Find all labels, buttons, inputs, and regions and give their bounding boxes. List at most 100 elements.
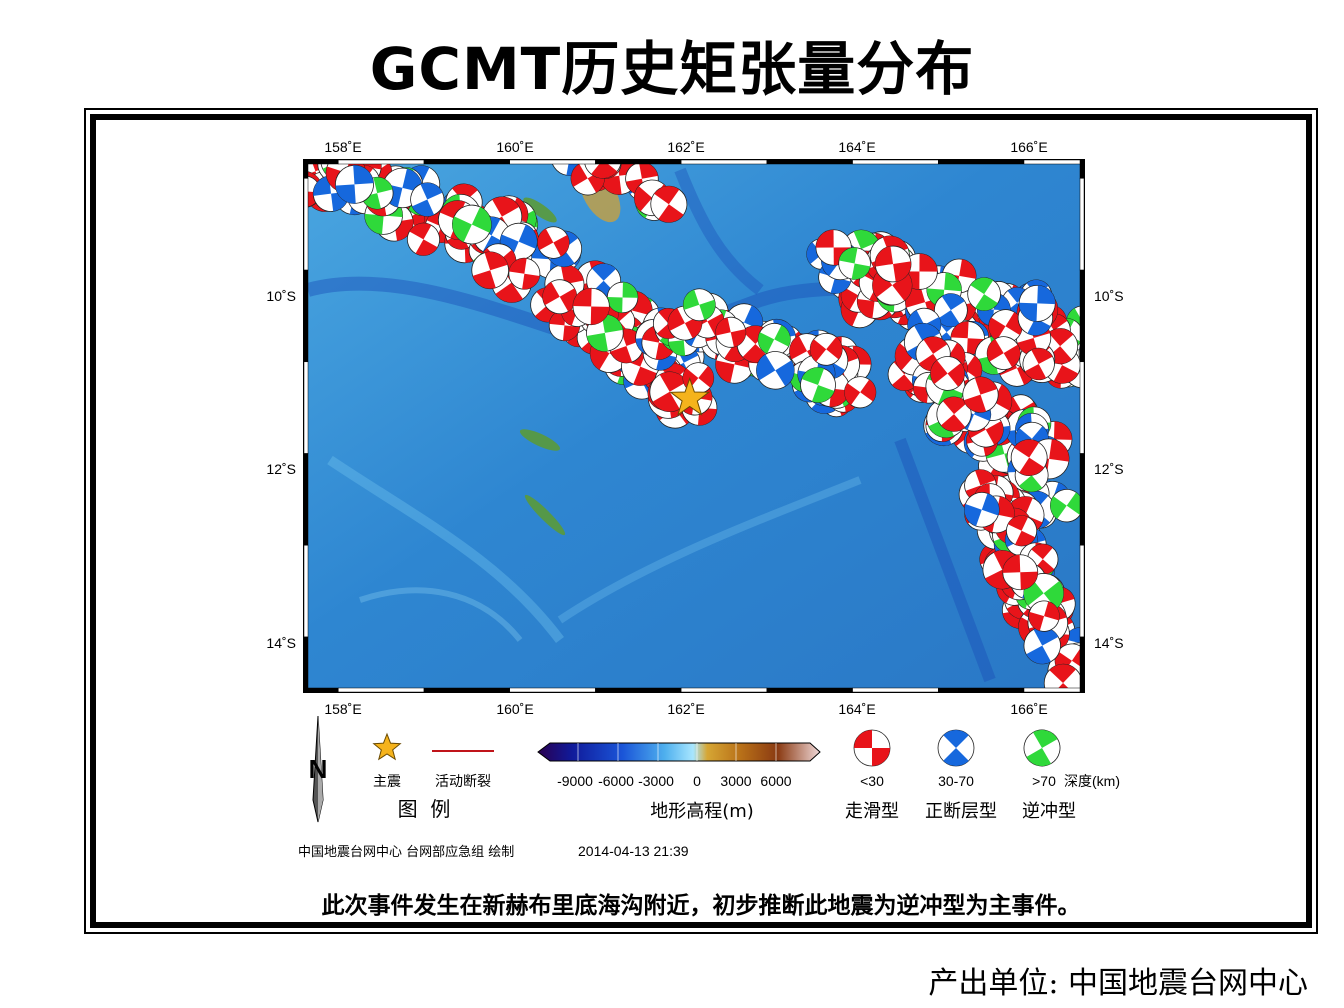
lat-tick-label: 10˚S (266, 288, 296, 304)
beachball-icon (1022, 347, 1055, 381)
colorbar-tick: 6000 (760, 773, 791, 789)
beachball-icon (406, 222, 441, 256)
lon-ticks-top: 158˚E 160˚E 162˚E 164˚E 166˚E (324, 139, 1047, 155)
beachball-icon (1002, 554, 1039, 591)
map-scale-border (303, 159, 1085, 693)
lat-tick-label: 12˚S (1094, 461, 1124, 477)
elevation-colorbar (537, 742, 821, 762)
beachball-icon (964, 492, 1000, 528)
mechanism-legend-ball-icon (937, 729, 975, 767)
depth-unit-label: 深度(km) (1064, 773, 1120, 789)
producer-text: 产出单位: 中国地震台网中心 (928, 966, 1308, 1001)
scale-segment (1023, 159, 1085, 165)
mechanism-legend-ball-icon (853, 729, 891, 767)
scale-segment (938, 159, 1025, 165)
lat-tick-label: 12˚S (266, 461, 296, 477)
beachball-icon (1018, 284, 1056, 322)
beachball-icon (933, 293, 968, 328)
beachball-icon (838, 247, 871, 280)
lon-tick-label: 160˚E (496, 139, 533, 155)
map-frame-inner (90, 114, 1312, 928)
bathymetry-features (308, 167, 1001, 683)
scale-segment (1079, 269, 1085, 363)
main-shock-star-icon (669, 376, 711, 416)
colorbar-tick: 0 (693, 773, 701, 789)
scale-segment (303, 178, 309, 271)
beachball-icon (649, 371, 690, 412)
colorbar-tick: -6000 (598, 773, 634, 789)
lon-ticks-bottom: 158˚E 160˚E 162˚E 164˚E 166˚E (324, 701, 1047, 717)
scale-segment (303, 361, 309, 454)
main-shock-label: 主震 (373, 773, 401, 789)
scale-segment (303, 269, 309, 363)
colorbar-tick: -3000 (638, 773, 674, 789)
beachball-icon (1006, 515, 1038, 547)
lon-tick-label: 166˚E (1010, 139, 1047, 155)
scale-segment (766, 687, 853, 693)
lat-tick-label: 10˚S (1094, 288, 1124, 304)
scale-segment (338, 159, 425, 165)
scale-segment (1079, 159, 1085, 179)
scale-segment (852, 159, 939, 165)
scale-segment (680, 687, 768, 693)
colorbar-tick: -9000 (557, 773, 593, 789)
lon-tick-label: 160˚E (496, 701, 533, 717)
beachball-icon (452, 204, 492, 245)
scale-segment (303, 453, 309, 546)
lon-tick-label: 162˚E (667, 139, 704, 155)
date-text: 2014-04-13 21:39 (578, 843, 689, 859)
beachball-icon (471, 251, 509, 290)
beachball-icon (1043, 663, 1080, 688)
beachball-icon (572, 287, 610, 326)
colorbar-title: 地形高程(m) (650, 801, 754, 822)
colorbar-tick: 3000 (720, 773, 751, 789)
depth-label-deep: >70 (1032, 773, 1056, 789)
beachball-icon (508, 257, 541, 290)
map-frame-outer (84, 108, 1318, 934)
scale-segment (303, 159, 339, 165)
beachball-icon (537, 226, 570, 259)
beachball-icon (844, 376, 877, 409)
lon-tick-label: 158˚E (324, 139, 361, 155)
beachball-icon (583, 164, 622, 179)
scale-segment (1079, 453, 1085, 546)
scale-segment (423, 159, 510, 165)
beachball-icon (874, 245, 912, 283)
beachball-icon (1023, 626, 1061, 665)
scale-segment (303, 544, 309, 638)
beachball-icon (650, 185, 688, 223)
north-arrow-icon: N (309, 715, 328, 823)
beachball-icon (986, 336, 1021, 370)
scale-segment (852, 687, 939, 693)
scale-segment (303, 687, 339, 693)
lon-tick-label: 162˚E (667, 701, 704, 717)
mechanism-legend (853, 729, 1061, 767)
scale-segment (595, 159, 682, 165)
lat-tick-label: 14˚S (1094, 635, 1124, 651)
thrust-label: 逆冲型 (1022, 801, 1076, 822)
beachball-icon (1010, 439, 1048, 476)
scale-segment (766, 159, 853, 165)
scale-segment (680, 159, 768, 165)
beachball-icon (809, 332, 843, 366)
scale-segment (303, 636, 309, 693)
beachball-icon (962, 376, 999, 413)
beachball-icon (335, 164, 374, 204)
beachball-icon (1028, 600, 1060, 632)
scale-segment (423, 687, 510, 693)
svg-text:N: N (309, 754, 328, 784)
beachball-icon (1078, 333, 1080, 372)
lat-tick-label: 14˚S (266, 635, 296, 651)
lon-tick-label: 164˚E (838, 139, 875, 155)
beachball-icon (936, 396, 972, 432)
scale-segment (1079, 178, 1085, 271)
colorbar-ticks: -9000 -6000 -3000 0 3000 6000 (557, 773, 792, 789)
lon-tick-label: 166˚E (1010, 701, 1047, 717)
lon-tick-label: 158˚E (324, 701, 361, 717)
beachball-icon (606, 281, 639, 314)
scale-segment (1079, 636, 1085, 693)
credit-text: 中国地震台网中心 台网部应急组 绘制 (298, 844, 514, 860)
lon-tick-label: 164˚E (838, 701, 875, 717)
beachball-icon (756, 351, 795, 390)
